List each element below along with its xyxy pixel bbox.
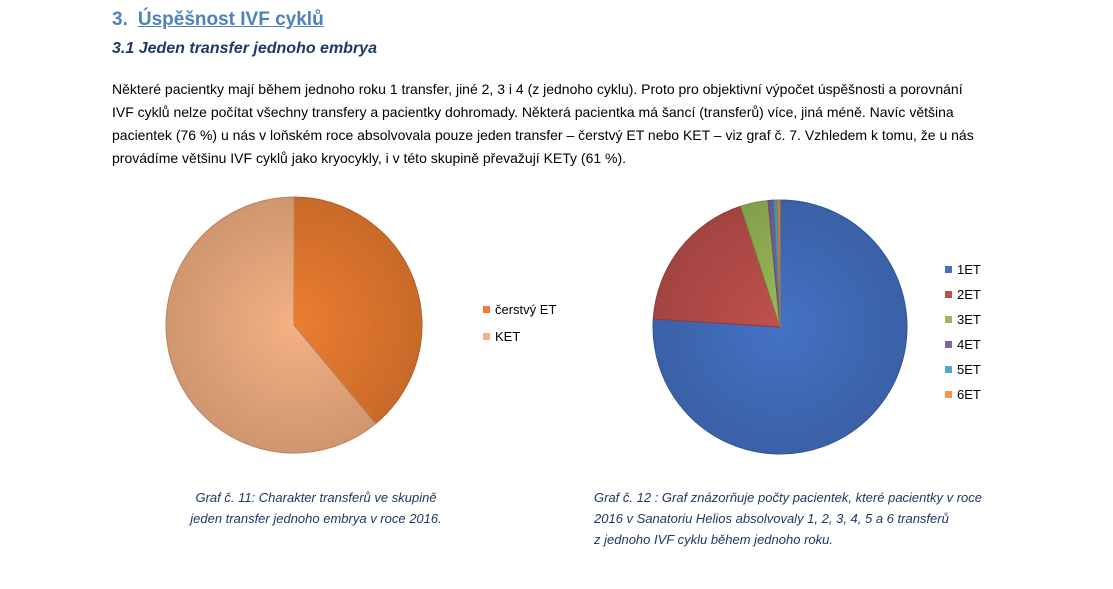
legend-item-4et: 4ET xyxy=(945,337,981,352)
legend-item-6et: 6ET xyxy=(945,387,981,402)
subsection-heading: 3.1 Jeden transfer jednoho embrya xyxy=(112,40,377,57)
legend-swatch xyxy=(483,333,490,341)
legend-swatch xyxy=(945,266,952,274)
caption-line: z jednoho IVF cyklu během jednoho roku. xyxy=(594,532,833,547)
paragraph-line: provádíme většinu IVF cyklů jako kryocyk… xyxy=(112,150,627,166)
legend-swatch xyxy=(483,306,490,314)
legend-label: KET xyxy=(495,329,521,344)
legend-swatch xyxy=(945,291,952,299)
paragraph-line: Některé pacientky mají během jednoho rok… xyxy=(112,81,963,97)
caption-line: jeden transfer jednoho embrya v roce 201… xyxy=(190,511,442,526)
legend-swatch xyxy=(945,316,952,324)
caption-line: 2016 v Sanatoriu Helios absolvovaly 1, 2… xyxy=(594,511,949,526)
legend-label: 5ET xyxy=(957,362,981,377)
caption-line: Graf č. 11: Charakter transferů ve skupi… xyxy=(195,490,437,505)
legend-label: 2ET xyxy=(957,287,981,302)
section-number: 3. xyxy=(112,9,128,30)
pie-slice-1et xyxy=(652,199,908,455)
pie-slice-6et xyxy=(777,199,781,328)
paragraph-line: pacientek (76 %) u nás v loňském roce ab… xyxy=(112,127,974,143)
pie-slice-2et xyxy=(652,205,781,328)
pie-slice-čerstvý-et xyxy=(293,196,423,425)
section-heading: 3. Úspěšnost IVF cyklů xyxy=(112,9,324,31)
pie-slice-ket xyxy=(165,196,377,454)
section-title[interactable]: Úspěšnost IVF cyklů xyxy=(137,9,324,30)
legend-swatch xyxy=(945,391,952,399)
caption-line: Graf č. 12 : Graf znázorňuje počty pacie… xyxy=(594,490,983,505)
legend-item-2et: 2ET xyxy=(945,287,981,302)
legend-item-cerstvy-et: čerstvý ET xyxy=(483,302,556,317)
legend-label: čerstvý ET xyxy=(495,302,557,317)
caption-graf-12: Graf č. 12 : Graf znázorňuje počty pacie… xyxy=(594,487,1014,550)
legend-swatch xyxy=(945,341,952,349)
caption-graf-11: Graf č. 11: Charakter transferů ve skupi… xyxy=(181,487,451,529)
paragraph-line: IVF cyklů nelze počítat všechny transfer… xyxy=(112,104,954,120)
legend-label: 1ET xyxy=(957,262,981,277)
legend-item-ket: KET xyxy=(483,329,520,344)
legend-item-1et: 1ET xyxy=(945,262,981,277)
legend-label: 3ET xyxy=(957,312,981,327)
body-paragraph: Některé pacientky mají během jednoho rok… xyxy=(112,78,1012,170)
legend-label: 6ET xyxy=(957,387,981,402)
legend-item-3et: 3ET xyxy=(945,312,981,327)
legend-swatch xyxy=(945,366,952,374)
legend-label: 4ET xyxy=(957,337,981,352)
legend-item-5et: 5ET xyxy=(945,362,981,377)
